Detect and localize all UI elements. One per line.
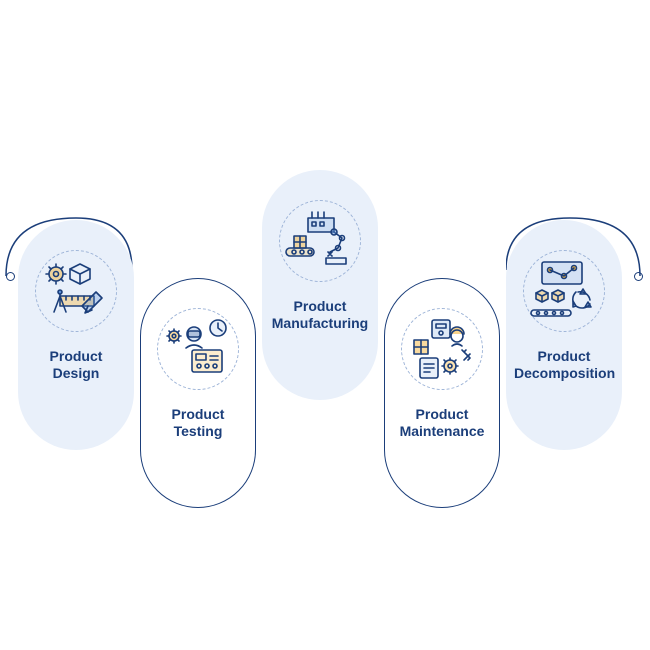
label-testing: ProductTesting	[140, 406, 256, 440]
label-decomposition: ProductDecomposition	[506, 348, 622, 382]
stage-manufacturing: ProductManufacturing	[262, 170, 378, 400]
manufacturing-icon	[284, 204, 356, 276]
design-icon	[40, 254, 112, 326]
stage-testing: ProductTesting	[140, 278, 256, 508]
stage-maintenance: ProductMaintenance	[384, 278, 500, 508]
label-maintenance: ProductMaintenance	[384, 406, 500, 440]
stage-decomposition: ProductDecomposition	[506, 220, 622, 450]
testing-icon	[162, 312, 234, 384]
decomposition-icon	[528, 254, 600, 326]
label-manufacturing: ProductManufacturing	[262, 298, 378, 332]
stage-design: ProductDesign	[18, 220, 134, 450]
maintenance-icon	[406, 312, 478, 384]
label-design: ProductDesign	[18, 348, 134, 382]
